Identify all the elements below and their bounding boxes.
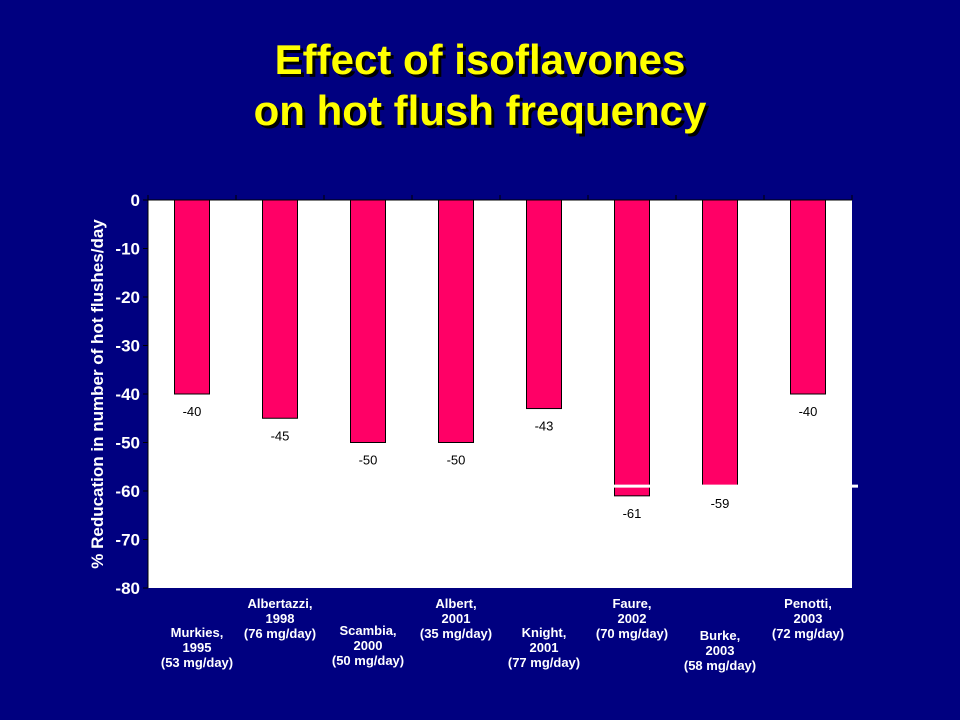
category-label-line: (72 mg/day): [772, 626, 844, 641]
category-label-line: 1998: [266, 611, 295, 626]
category-label: Faure, 2002 (70 mg/day): [596, 596, 668, 641]
category-label: Albertazzi, 1998 (76 mg/day): [244, 596, 316, 641]
category-label-line: (76 mg/day): [244, 626, 316, 641]
y-tick-label: -60: [115, 482, 140, 501]
data-label: -50: [447, 453, 466, 468]
y-tick-label: -20: [115, 288, 140, 307]
y-axis-label: % Reducation in number of hot flushes/da…: [88, 219, 107, 569]
bar: [614, 199, 650, 497]
category-label-line: Albert,: [435, 596, 476, 611]
category-label-line: 2003: [794, 611, 823, 626]
category-label: Murkies, 1995 (53 mg/day): [161, 625, 233, 670]
bar: [262, 199, 298, 419]
chart-title-line2: on hot flush frequency: [253, 87, 707, 134]
category-label: Albert, 2001 (35 mg/day): [420, 596, 492, 641]
category-label: Scambia, 2000 (50 mg/day): [332, 623, 404, 668]
y-tick-label: -80: [115, 579, 140, 598]
bar: [174, 199, 210, 395]
category-label-line: Faure,: [612, 596, 651, 611]
category-label-line: (53 mg/day): [161, 655, 233, 670]
placebo-annotation: Placebo in HRT studies: [184, 532, 351, 549]
category-label-line: 2000: [354, 638, 383, 653]
category-label-line: (50 mg/day): [332, 653, 404, 668]
y-tick-label: 0: [131, 191, 140, 210]
data-label: -40: [799, 404, 818, 419]
data-label: -61: [623, 506, 642, 521]
y-tick-label: -50: [115, 434, 140, 453]
bar: [350, 199, 386, 443]
category-label-line: (70 mg/day): [596, 626, 668, 641]
category-label-line: Scambia,: [339, 623, 396, 638]
category-label-line: (58 mg/day): [684, 658, 756, 673]
category-label-line: Albertazzi,: [247, 596, 312, 611]
category-label-line: 2001: [530, 640, 559, 655]
category-label-line: 2003: [706, 643, 735, 658]
data-label: -45: [271, 428, 290, 443]
category-label-line: Burke,: [700, 628, 740, 643]
category-label-line: Penotti,: [784, 596, 832, 611]
category-label-line: Knight,: [522, 625, 567, 640]
bar: [526, 199, 562, 410]
chart-title-line1: Effect of isoflavones: [274, 36, 686, 83]
y-tick-label: -10: [115, 240, 140, 259]
category-label-line: Murkies,: [171, 625, 224, 640]
data-label: -59: [711, 496, 730, 511]
bar: [438, 199, 474, 443]
plot-area: [148, 200, 852, 588]
bar: [790, 199, 826, 395]
category-label-line: 2001: [442, 611, 471, 626]
y-tick-label: -70: [115, 531, 140, 550]
data-label: -43: [535, 419, 554, 434]
y-tick-label: -40: [115, 385, 140, 404]
category-label: Burke, 2003 (58 mg/day): [684, 628, 756, 673]
category-label-line: 2002: [618, 611, 647, 626]
category-label-line: (77 mg/day): [508, 655, 580, 670]
bar: [702, 199, 738, 487]
category-label: Penotti, 2003 (72 mg/day): [772, 596, 844, 641]
chart-title: Effect of isoflavones on hot flush frequ…: [0, 34, 960, 136]
data-label: -50: [359, 453, 378, 468]
category-label-line: (35 mg/day): [420, 626, 492, 641]
data-label: -40: [183, 404, 202, 419]
category-label-line: 1995: [183, 640, 212, 655]
category-label: Knight, 2001 (77 mg/day): [508, 625, 580, 670]
y-tick-label: -30: [115, 337, 140, 356]
